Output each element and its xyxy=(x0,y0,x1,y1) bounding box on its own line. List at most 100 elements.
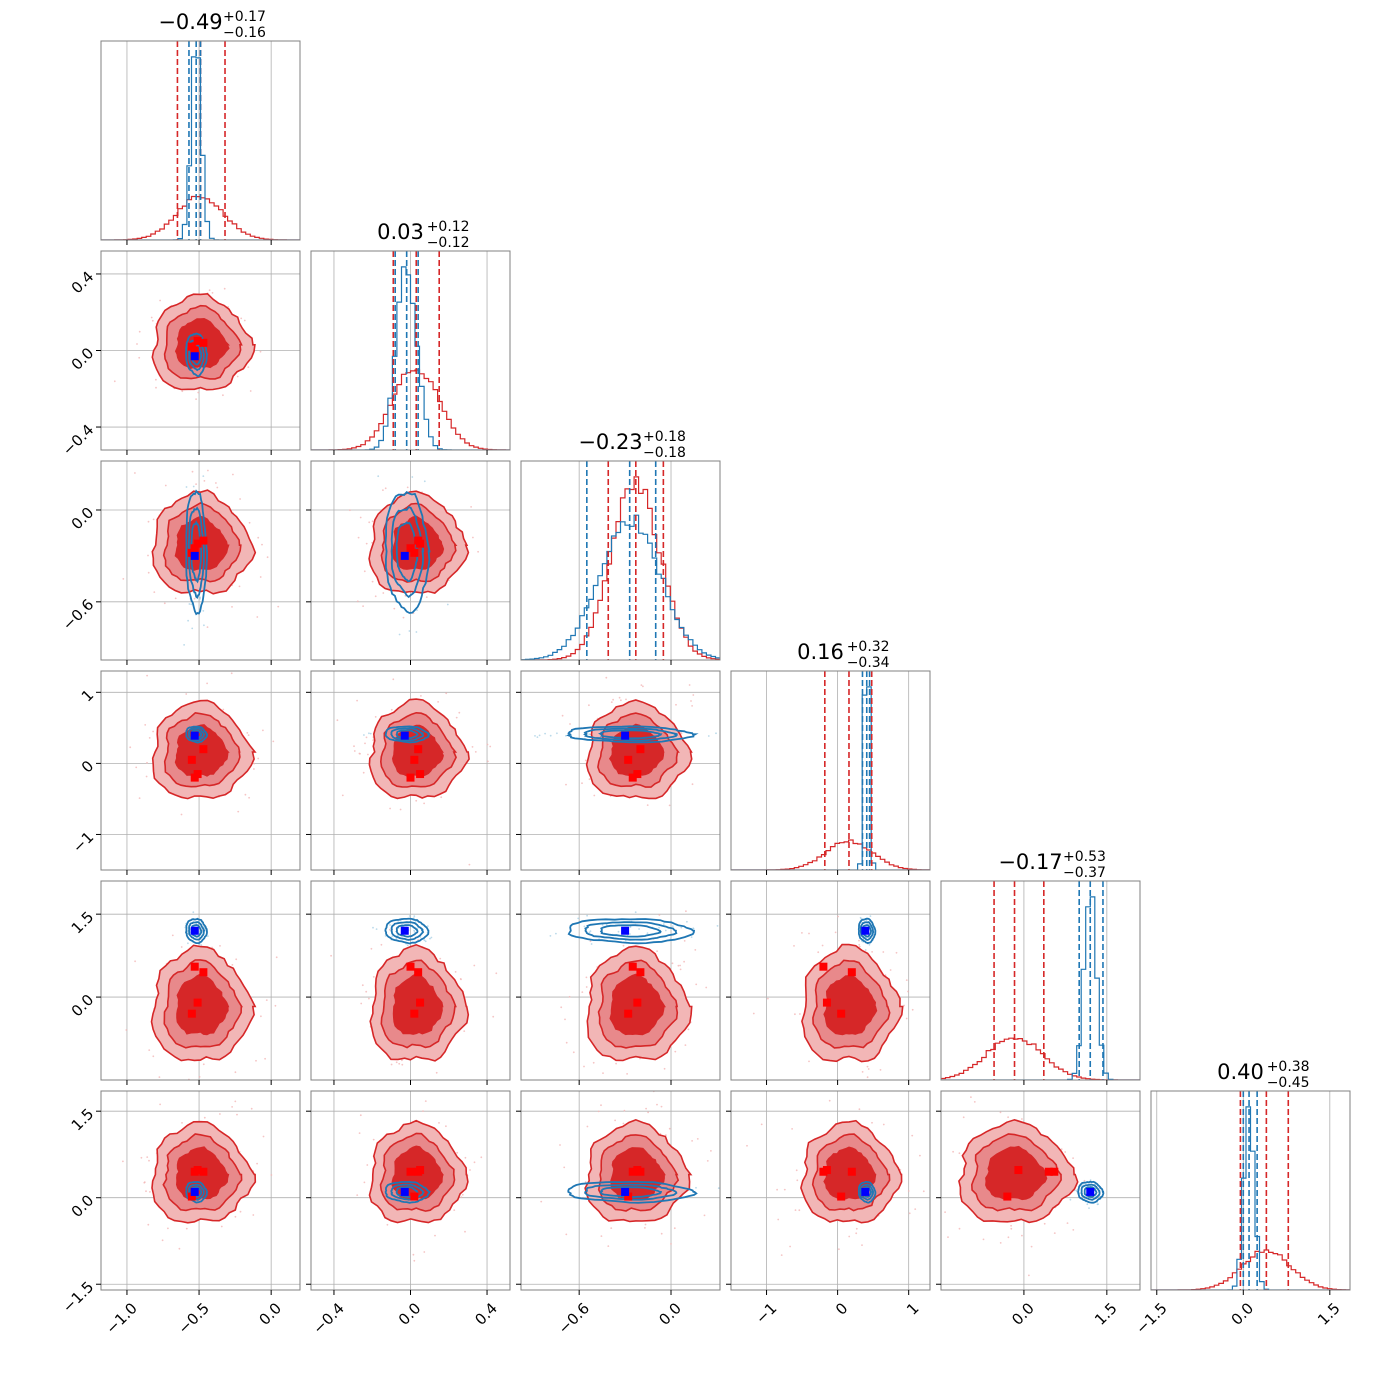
reference-sample xyxy=(690,700,692,702)
reference-sample xyxy=(565,1233,568,1236)
comparison-contour xyxy=(187,727,206,742)
comparison-sample xyxy=(446,603,449,606)
comparison-sample xyxy=(424,940,427,943)
reference-sample xyxy=(152,518,155,521)
reference-sample xyxy=(167,1227,169,1230)
comparison-sample xyxy=(377,475,380,478)
reference-sample xyxy=(363,570,366,573)
comparison-sample xyxy=(692,927,695,930)
comparison-sample xyxy=(629,926,632,928)
comparison-sample xyxy=(638,928,640,930)
reference-sample xyxy=(858,943,861,946)
comparison-contour xyxy=(390,506,425,599)
reference-sample xyxy=(152,1055,155,1058)
reference-sample xyxy=(1007,1236,1010,1239)
reference-sample xyxy=(871,951,873,953)
highlight-marker xyxy=(187,1009,196,1018)
highlight-marker xyxy=(416,539,425,548)
reference-sample xyxy=(368,997,370,1000)
reference-sample xyxy=(146,1156,149,1158)
highlight-marker xyxy=(190,962,199,971)
reference-sample xyxy=(919,1154,921,1157)
reference-sample xyxy=(206,682,209,685)
highlight-marker xyxy=(406,773,415,782)
reference-sample xyxy=(395,1061,398,1064)
reference-sample xyxy=(138,797,141,799)
reference-sample xyxy=(365,990,368,993)
panel-frame xyxy=(100,460,301,661)
comparison-sample xyxy=(391,935,394,938)
comparison-sample xyxy=(406,944,409,947)
reference-sample xyxy=(185,693,188,695)
reference-sample xyxy=(472,536,474,539)
reference-sample xyxy=(646,804,649,806)
reference-sample xyxy=(668,804,671,807)
reference-sample xyxy=(795,1169,798,1172)
reference-sample xyxy=(146,761,148,764)
reference-sample xyxy=(679,964,681,967)
reference-sample xyxy=(435,1071,438,1074)
reference-sample xyxy=(136,343,138,345)
reference-sample xyxy=(424,1100,427,1102)
reference-sample xyxy=(665,1134,667,1136)
highlight-marker xyxy=(837,1009,846,1018)
reference-sample xyxy=(386,1223,389,1226)
reference-sample xyxy=(677,964,680,967)
reference-sample xyxy=(151,319,154,322)
reference-sample xyxy=(153,591,156,593)
x-tick-label: −1.5 xyxy=(1132,1299,1170,1337)
reference-sample xyxy=(487,760,489,763)
truth-marker xyxy=(190,731,199,740)
reference-sample xyxy=(272,740,275,743)
comparison-sample xyxy=(864,949,867,951)
reference-sample xyxy=(393,607,396,610)
truth-marker xyxy=(1086,1187,1095,1196)
panel-frame xyxy=(940,1090,1141,1291)
reference-sample xyxy=(341,794,344,797)
reference-sample xyxy=(1028,1085,1030,1087)
reference-sample xyxy=(473,1161,476,1164)
reference-contour-inner xyxy=(176,973,230,1036)
comparison-sample xyxy=(555,932,557,935)
title-plus: +0.53 xyxy=(1063,849,1106,865)
x-tick-label: 0.4 xyxy=(471,1299,501,1329)
reference-sample xyxy=(559,1144,561,1146)
reference-sample xyxy=(947,1236,949,1238)
reference-sample xyxy=(581,782,583,785)
reference-sample xyxy=(999,1242,1002,1244)
reference-sample xyxy=(445,692,448,695)
comparison-contour xyxy=(859,921,875,941)
reference-sample xyxy=(262,729,264,732)
reference-sample xyxy=(223,287,226,290)
reference-sample xyxy=(262,1135,265,1138)
reference-sample xyxy=(247,366,250,368)
panel-frame xyxy=(1150,1090,1351,1291)
comparison-sample xyxy=(586,914,588,917)
reference-sample xyxy=(691,783,694,786)
comparison-histogram xyxy=(1151,1106,1350,1290)
panel-3-0: −1 0 1 xyxy=(69,670,301,875)
reference-sample xyxy=(401,1063,404,1066)
reference-sample xyxy=(222,708,225,711)
reference-sample xyxy=(882,1123,885,1126)
reference-sample xyxy=(817,951,820,954)
reference-sample xyxy=(265,999,268,1001)
reference-sample xyxy=(602,1072,604,1074)
comparison-sample xyxy=(398,633,401,636)
y-tick-label: 1 xyxy=(78,686,97,705)
x-tick-label: 0 xyxy=(832,1299,851,1318)
reference-sample xyxy=(147,520,150,523)
y-tick-label: 0.0 xyxy=(68,1191,98,1221)
reference-sample xyxy=(211,292,214,294)
comparison-contour xyxy=(390,727,425,742)
comparison-sample xyxy=(671,925,674,927)
comparison-contour xyxy=(567,918,696,945)
reference-sample xyxy=(696,1138,699,1140)
reference-sample xyxy=(155,378,157,381)
reference-sample xyxy=(234,1100,237,1103)
reference-sample xyxy=(495,972,498,975)
comparison-sample xyxy=(187,942,189,945)
reference-sample xyxy=(679,968,682,971)
reference-sample xyxy=(464,1156,467,1159)
reference-sample xyxy=(600,1104,602,1107)
